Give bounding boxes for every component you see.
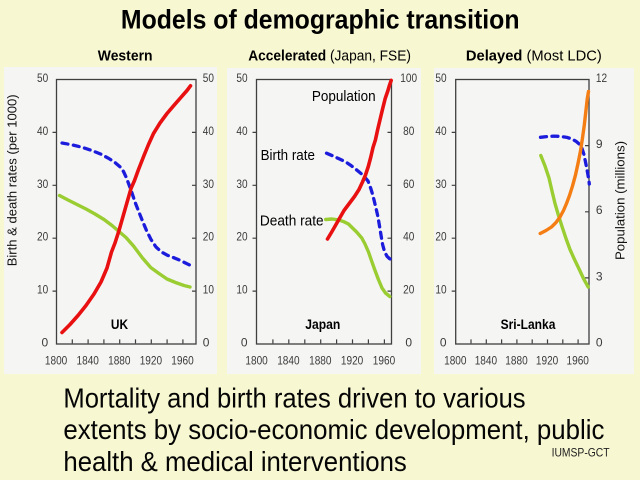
svg-text:0: 0 <box>241 335 248 349</box>
svg-text:100: 100 <box>400 71 417 85</box>
svg-text:20: 20 <box>203 230 214 244</box>
svg-text:Death rate: Death rate <box>260 214 324 230</box>
svg-text:50: 50 <box>203 71 214 85</box>
svg-text:Sri-Lanka: Sri-Lanka <box>501 316 556 332</box>
svg-text:Western: Western <box>98 49 153 65</box>
svg-text:12: 12 <box>596 71 607 85</box>
svg-text:30: 30 <box>236 177 247 191</box>
svg-text:Birth rate: Birth rate <box>261 148 315 164</box>
svg-text:1960: 1960 <box>171 353 194 367</box>
svg-text:40: 40 <box>403 230 414 244</box>
svg-text:40: 40 <box>435 124 446 138</box>
svg-text:UK: UK <box>111 316 128 332</box>
svg-text:IUMSP-GCT: IUMSP-GCT <box>552 446 611 460</box>
svg-text:40: 40 <box>236 124 247 138</box>
svg-text:50: 50 <box>435 71 446 85</box>
svg-text:extents by socio-economic deve: extents by socio-economic development, p… <box>63 414 604 445</box>
svg-text:Japan: Japan <box>305 316 340 332</box>
svg-text:1800: 1800 <box>45 353 68 367</box>
svg-text:1920: 1920 <box>140 353 163 367</box>
svg-text:0: 0 <box>440 335 447 349</box>
svg-text:Delayed (Most LDC): Delayed (Most LDC) <box>466 49 602 65</box>
svg-text:1840: 1840 <box>77 353 100 367</box>
svg-text:Population: Population <box>312 89 376 105</box>
svg-text:9: 9 <box>596 137 603 151</box>
svg-text:1880: 1880 <box>505 353 528 367</box>
svg-text:1920: 1920 <box>536 353 559 367</box>
svg-text:Accelerated (Japan, FSE): Accelerated (Japan, FSE) <box>248 49 411 65</box>
svg-text:80: 80 <box>403 124 414 138</box>
svg-text:0: 0 <box>405 335 412 349</box>
svg-text:0: 0 <box>42 335 49 349</box>
svg-text:Population (millions): Population (millions) <box>612 141 627 260</box>
svg-text:3: 3 <box>596 269 603 283</box>
svg-text:10: 10 <box>203 283 214 297</box>
svg-text:1960: 1960 <box>567 353 590 367</box>
svg-text:1880: 1880 <box>309 353 332 367</box>
svg-text:40: 40 <box>203 124 214 138</box>
svg-text:0: 0 <box>203 335 210 349</box>
svg-text:1800: 1800 <box>444 353 467 367</box>
svg-text:1840: 1840 <box>475 353 498 367</box>
svg-text:6: 6 <box>596 203 603 217</box>
svg-text:20: 20 <box>403 283 414 297</box>
svg-text:30: 30 <box>435 177 446 191</box>
svg-text:Mortality and birth rates driv: Mortality and birth rates driven to vari… <box>63 383 525 414</box>
svg-text:20: 20 <box>435 230 446 244</box>
svg-text:1960: 1960 <box>373 353 396 367</box>
svg-text:30: 30 <box>37 177 48 191</box>
svg-text:health & medical interventions: health & medical interventions <box>63 446 406 477</box>
svg-text:1800: 1800 <box>245 353 268 367</box>
svg-text:0: 0 <box>596 335 603 349</box>
svg-text:50: 50 <box>37 71 48 85</box>
svg-text:10: 10 <box>236 283 247 297</box>
svg-text:50: 50 <box>236 71 247 85</box>
svg-text:Birth & death rates (per 1000): Birth & death rates (per 1000) <box>5 94 20 266</box>
svg-text:60: 60 <box>403 177 414 191</box>
svg-text:10: 10 <box>37 283 48 297</box>
svg-text:20: 20 <box>236 230 247 244</box>
svg-text:1920: 1920 <box>341 353 364 367</box>
svg-text:40: 40 <box>37 124 48 138</box>
svg-text:30: 30 <box>203 177 214 191</box>
svg-text:1840: 1840 <box>277 353 300 367</box>
svg-text:Models of demographic transiti: Models of demographic transition <box>121 5 520 35</box>
svg-text:1880: 1880 <box>108 353 131 367</box>
svg-text:10: 10 <box>435 283 446 297</box>
svg-text:20: 20 <box>37 230 48 244</box>
